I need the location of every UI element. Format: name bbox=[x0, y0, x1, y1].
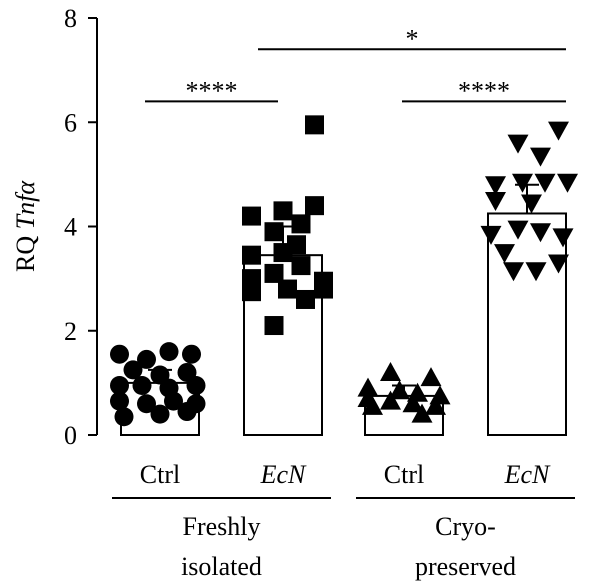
y-axis-label-prefix: RQ bbox=[11, 229, 40, 272]
category-label: EcN bbox=[504, 460, 551, 489]
data-point bbox=[110, 391, 129, 411]
data-point bbox=[278, 279, 297, 299]
group-label-line1: Freshly bbox=[183, 512, 261, 541]
data-point bbox=[521, 194, 542, 214]
data-point bbox=[132, 375, 152, 395]
data-point bbox=[264, 316, 284, 336]
data-point bbox=[389, 380, 410, 400]
data-point bbox=[480, 225, 502, 245]
data-point bbox=[411, 403, 433, 423]
data-point bbox=[123, 360, 143, 380]
data-point bbox=[525, 262, 547, 282]
data-point bbox=[114, 407, 134, 427]
y-tick-label: 8 bbox=[64, 4, 77, 33]
significance-label: **** bbox=[186, 76, 238, 105]
data-point bbox=[273, 243, 293, 263]
data-point bbox=[530, 223, 551, 243]
y-tick-label: 0 bbox=[64, 421, 77, 450]
data-point bbox=[291, 214, 311, 234]
data-point bbox=[425, 395, 446, 415]
data-point bbox=[552, 228, 574, 248]
group-label-line2: isolated bbox=[181, 552, 262, 581]
data-point bbox=[357, 377, 379, 397]
data-point bbox=[182, 344, 201, 364]
data-point bbox=[305, 196, 324, 216]
data-point bbox=[273, 201, 293, 221]
data-point bbox=[110, 375, 129, 395]
data-point bbox=[557, 173, 578, 193]
data-point bbox=[548, 254, 569, 274]
data-point bbox=[264, 263, 284, 283]
data-point bbox=[264, 222, 284, 242]
data-point bbox=[362, 395, 383, 415]
data-point bbox=[150, 404, 170, 424]
data-point bbox=[534, 173, 556, 193]
y-tick-label: 6 bbox=[64, 108, 77, 137]
data-point bbox=[242, 282, 261, 302]
data-point bbox=[164, 391, 183, 411]
data-point bbox=[305, 115, 324, 135]
data-point bbox=[186, 375, 206, 395]
data-point bbox=[110, 344, 129, 364]
data-point bbox=[494, 244, 515, 264]
data-point bbox=[137, 349, 156, 369]
data-point bbox=[380, 390, 401, 410]
data-point bbox=[507, 134, 529, 154]
data-point bbox=[503, 262, 524, 282]
data-point bbox=[485, 176, 506, 196]
data-point bbox=[548, 121, 569, 141]
data-point bbox=[291, 256, 311, 276]
significance-label: * bbox=[406, 24, 419, 53]
significance-label: **** bbox=[458, 76, 510, 105]
data-point bbox=[296, 289, 315, 309]
data-point bbox=[314, 279, 333, 299]
data-point bbox=[137, 394, 156, 414]
category-label: Ctrl bbox=[384, 460, 424, 489]
category-label: EcN bbox=[260, 460, 307, 489]
y-axis-label: RQ Tnfα bbox=[11, 180, 40, 272]
y-tick-label: 2 bbox=[64, 317, 77, 346]
data-point bbox=[507, 220, 529, 240]
data-point bbox=[242, 245, 261, 265]
data-point bbox=[159, 342, 179, 362]
data-point bbox=[420, 367, 442, 387]
data-point bbox=[177, 402, 197, 422]
data-point bbox=[402, 393, 424, 413]
data-point bbox=[530, 147, 551, 167]
data-point bbox=[485, 191, 506, 211]
group-label-line1: Cryo- bbox=[435, 512, 496, 541]
group-label-line2: preserved bbox=[415, 552, 516, 581]
y-axis-label-gene: Tnfα bbox=[11, 180, 40, 230]
data-point bbox=[380, 361, 401, 381]
data-point bbox=[512, 173, 533, 193]
data-point bbox=[242, 206, 261, 226]
category-label: Ctrl bbox=[140, 460, 180, 489]
y-tick-label: 4 bbox=[64, 213, 77, 242]
